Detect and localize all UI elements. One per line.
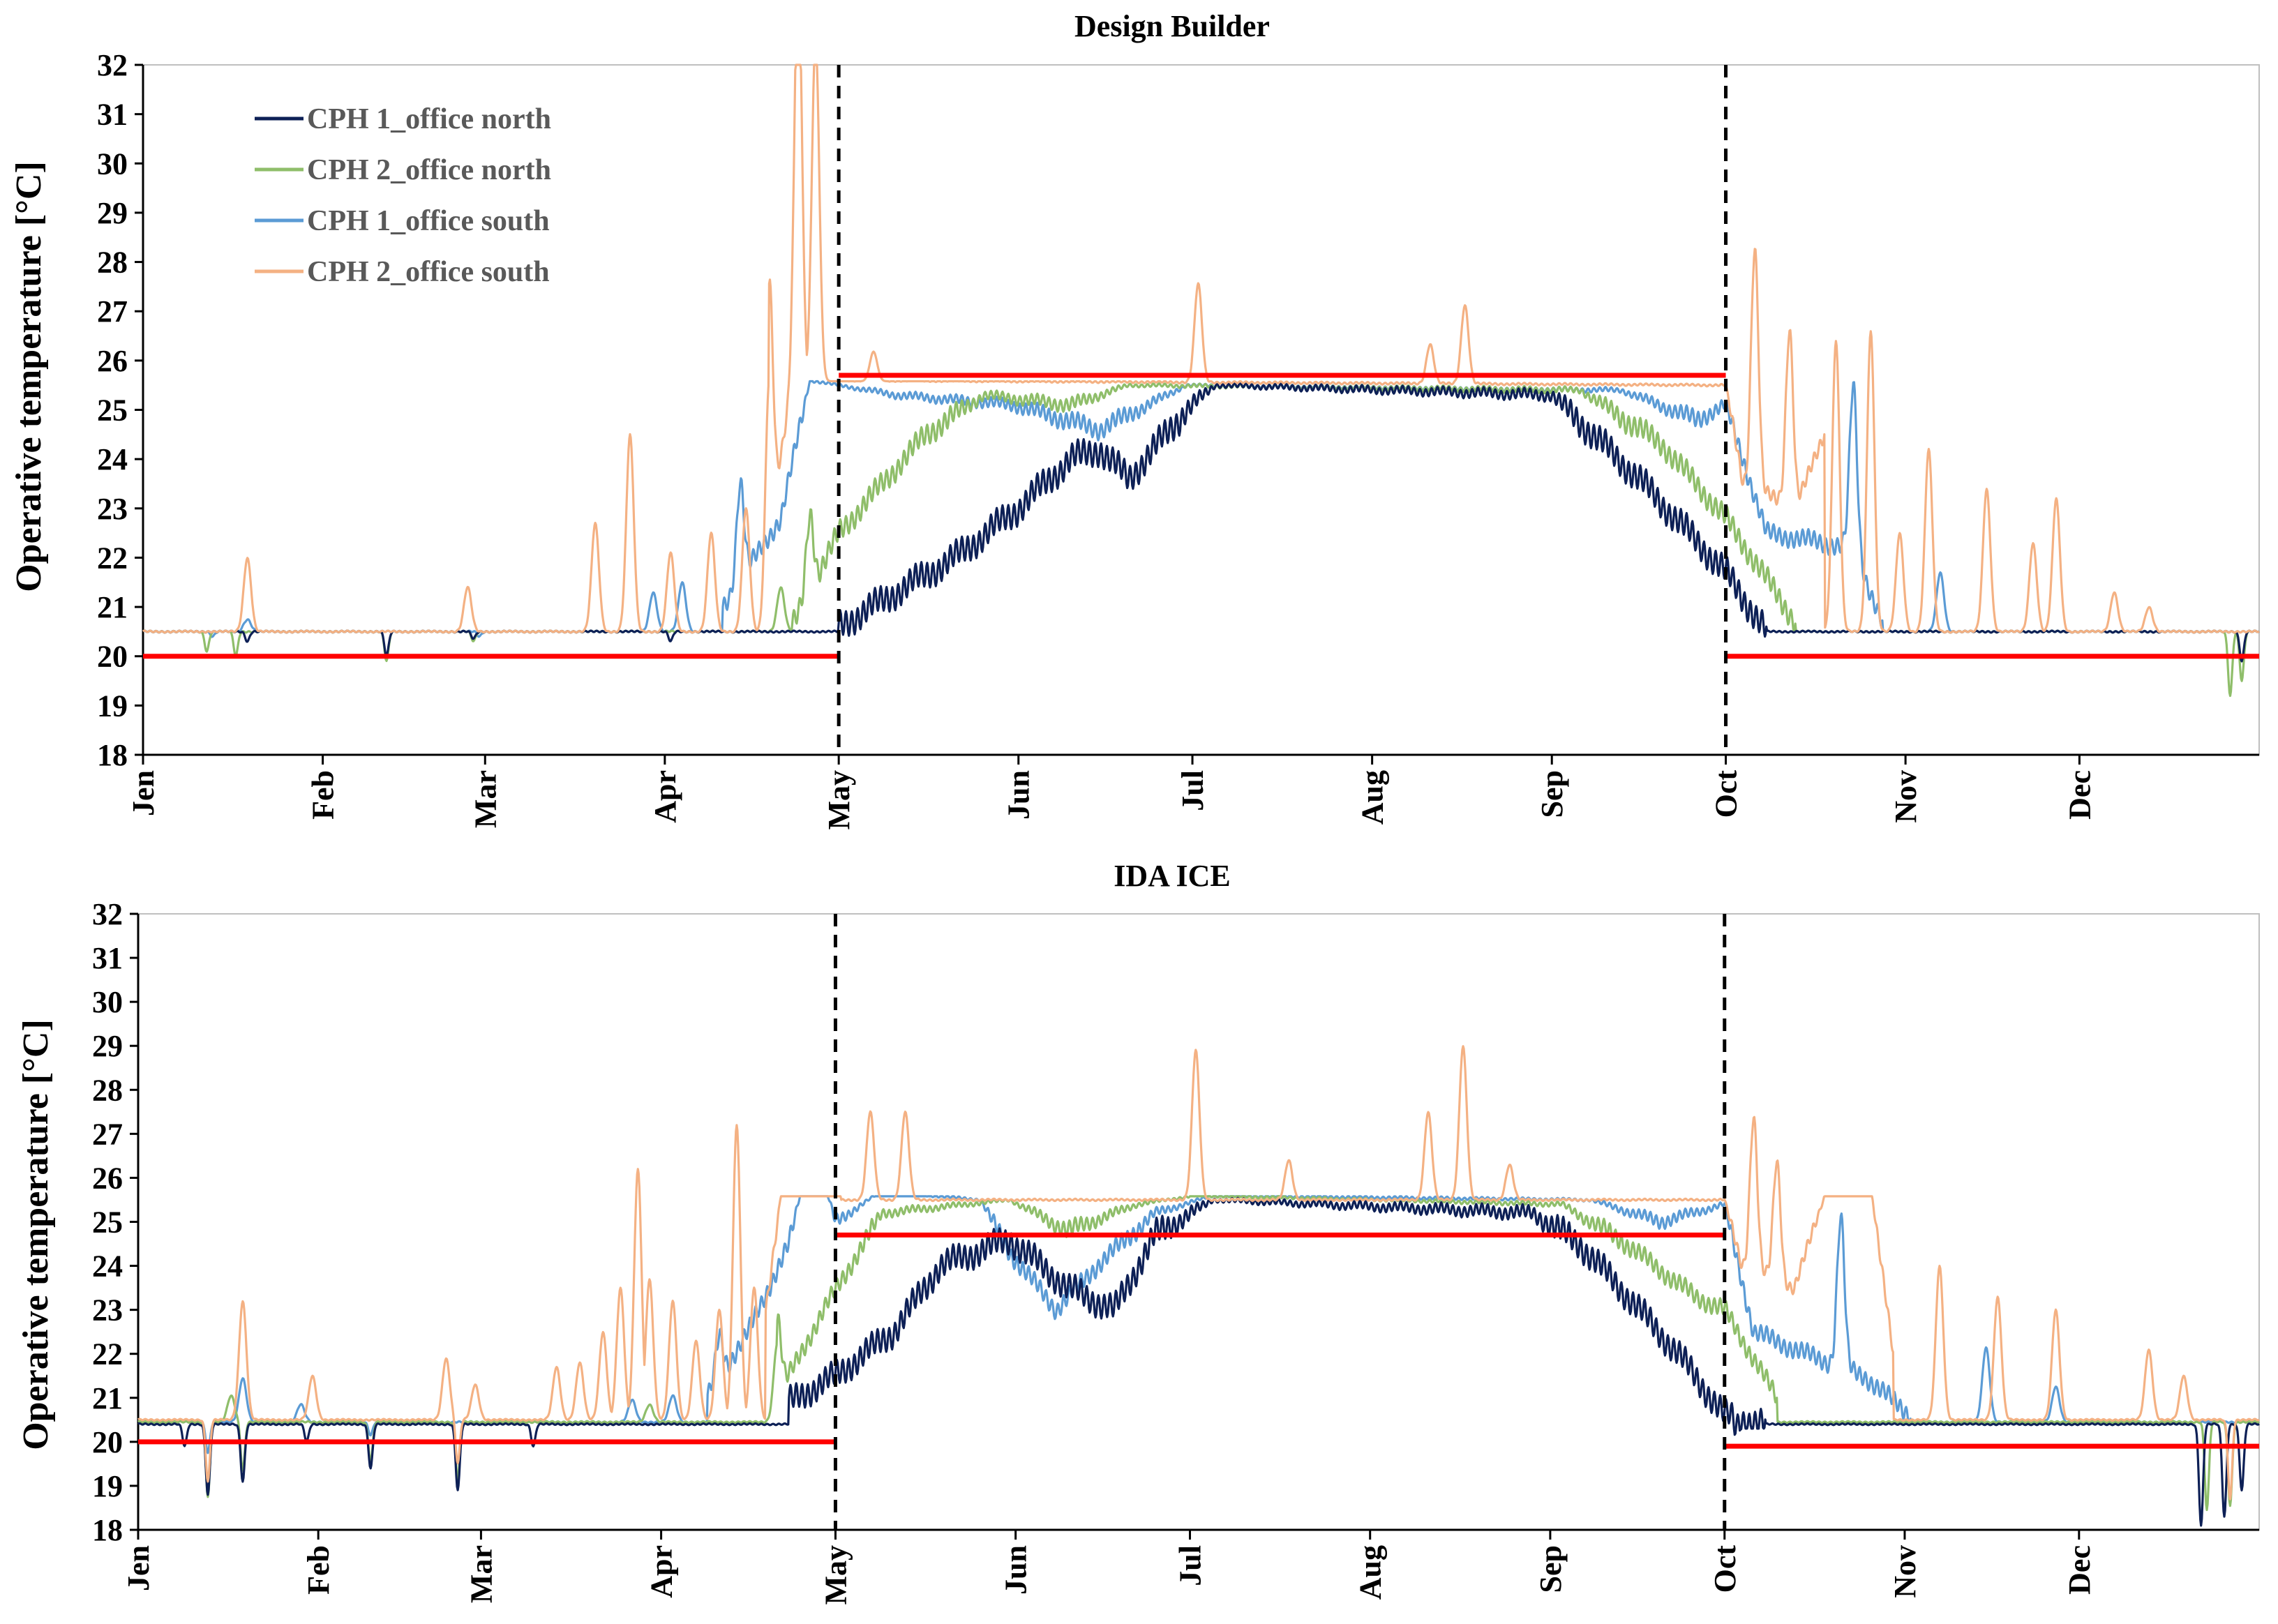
x-tick-label: Aug bbox=[1356, 770, 1390, 825]
y-tick-label: 26 bbox=[92, 1161, 123, 1195]
y-tick-label: 27 bbox=[97, 294, 128, 329]
x-tick-label: May bbox=[822, 770, 856, 830]
y-tick-label: 31 bbox=[92, 941, 123, 975]
y-tick-label: 24 bbox=[97, 442, 128, 476]
y-tick-label: 20 bbox=[92, 1425, 123, 1459]
y-tick-label: 26 bbox=[97, 344, 128, 378]
y-tick-label: 29 bbox=[92, 1029, 123, 1063]
x-tick-label: Jul bbox=[1174, 1545, 1208, 1586]
y-tick-label: 28 bbox=[92, 1073, 123, 1107]
legend-entry: CPH 1_office south bbox=[255, 205, 550, 237]
legend-label: CPH 2_office south bbox=[307, 256, 550, 288]
x-tick-label: Sep bbox=[1535, 770, 1569, 818]
x-tick-label: Mar bbox=[464, 1545, 498, 1603]
x-tick-label: Dec bbox=[2062, 770, 2097, 820]
chart-title: IDA ICE bbox=[1114, 859, 1231, 893]
series-line bbox=[142, 382, 2260, 663]
y-tick-label: 27 bbox=[92, 1117, 123, 1151]
y-tick-label: 24 bbox=[92, 1249, 123, 1284]
y-tick-label: 18 bbox=[92, 1513, 123, 1547]
x-tick-label: Apr bbox=[645, 1545, 679, 1598]
panel-ida-ice: IDA ICE Operative temperature [°C] 18 19 2… bbox=[16, 859, 2260, 1605]
x-tick-label: Apr bbox=[648, 770, 682, 823]
legend: CPH 1_office north CPH 2_office north CP… bbox=[255, 103, 551, 288]
y-tick-label: 25 bbox=[97, 393, 128, 428]
x-tick-label: Oct bbox=[1709, 770, 1744, 818]
series-line bbox=[137, 1195, 2260, 1512]
x-tick-label: Jun bbox=[999, 1545, 1033, 1595]
plot-area: 18 19 20 21 22 23 24 25 26 27 28 29 30 31 32 Jen Feb Mar A… bbox=[97, 48, 2260, 830]
y-axis-label: Operative temperature [°C] bbox=[9, 161, 49, 592]
legend-label: CPH 2_office north bbox=[307, 154, 551, 186]
y-tick-label: 29 bbox=[97, 196, 128, 230]
series-line bbox=[142, 63, 2260, 634]
x-tick-label: Jen bbox=[126, 770, 160, 816]
x-tick-label: Mar bbox=[468, 770, 502, 828]
x-tick-label: Aug bbox=[1354, 1545, 1388, 1600]
y-tick-label: 21 bbox=[92, 1381, 123, 1415]
x-tick-label: Jen bbox=[121, 1545, 156, 1591]
x-tick-label: Feb bbox=[306, 770, 340, 820]
x-tick-label: Jun bbox=[1002, 770, 1036, 820]
chart-title: Design Builder bbox=[1074, 9, 1270, 43]
plot-area: 18 19 20 21 22 23 24 25 26 27 28 29 30 31 32 Jen Feb Mar A… bbox=[92, 897, 2260, 1605]
legend-entry: CPH 2_office north bbox=[255, 154, 551, 186]
y-tick-label: 19 bbox=[97, 689, 128, 723]
legend-label: CPH 1_office south bbox=[307, 205, 550, 237]
legend-label: CPH 1_office north bbox=[307, 103, 551, 135]
y-tick-label: 23 bbox=[97, 492, 128, 526]
y-tick-label: 22 bbox=[97, 541, 128, 575]
y-tick-label: 30 bbox=[92, 985, 123, 1019]
y-tick-label: 28 bbox=[97, 246, 128, 280]
y-tick-label: 21 bbox=[97, 590, 128, 624]
x-tick-label: Nov bbox=[1889, 770, 1923, 823]
y-tick-label: 32 bbox=[92, 897, 123, 931]
y-tick-label: 19 bbox=[92, 1469, 123, 1503]
x-tick-label: Jul bbox=[1176, 770, 1210, 811]
x-tick-label: Dec bbox=[2062, 1545, 2097, 1595]
y-tick-label: 31 bbox=[97, 98, 128, 132]
y-tick-label: 22 bbox=[92, 1337, 123, 1371]
series-line bbox=[142, 379, 2260, 638]
y-tick-label: 25 bbox=[92, 1205, 123, 1240]
y-tick-label: 32 bbox=[97, 48, 128, 82]
y-tick-label: 30 bbox=[97, 146, 128, 181]
legend-entry: CPH 1_office north bbox=[255, 103, 551, 135]
series-line bbox=[137, 1045, 2260, 1501]
series-line bbox=[137, 1196, 2260, 1527]
y-tick-label: 20 bbox=[97, 640, 128, 674]
x-tick-label: Feb bbox=[301, 1545, 336, 1595]
y-tick-label: 18 bbox=[97, 738, 128, 772]
x-tick-label: Sep bbox=[1534, 1545, 1568, 1593]
x-tick-label: Nov bbox=[1888, 1545, 1922, 1598]
x-tick-label: May bbox=[818, 1545, 853, 1605]
x-tick-label: Oct bbox=[1708, 1545, 1742, 1593]
y-tick-label: 23 bbox=[92, 1293, 123, 1328]
legend-entry: CPH 2_office south bbox=[255, 256, 550, 288]
panel-design-builder: Design Builder Operative temperature [°C… bbox=[9, 9, 2260, 830]
y-axis-label: Operative temperature [°C] bbox=[16, 1019, 56, 1450]
series-line bbox=[142, 382, 2260, 698]
